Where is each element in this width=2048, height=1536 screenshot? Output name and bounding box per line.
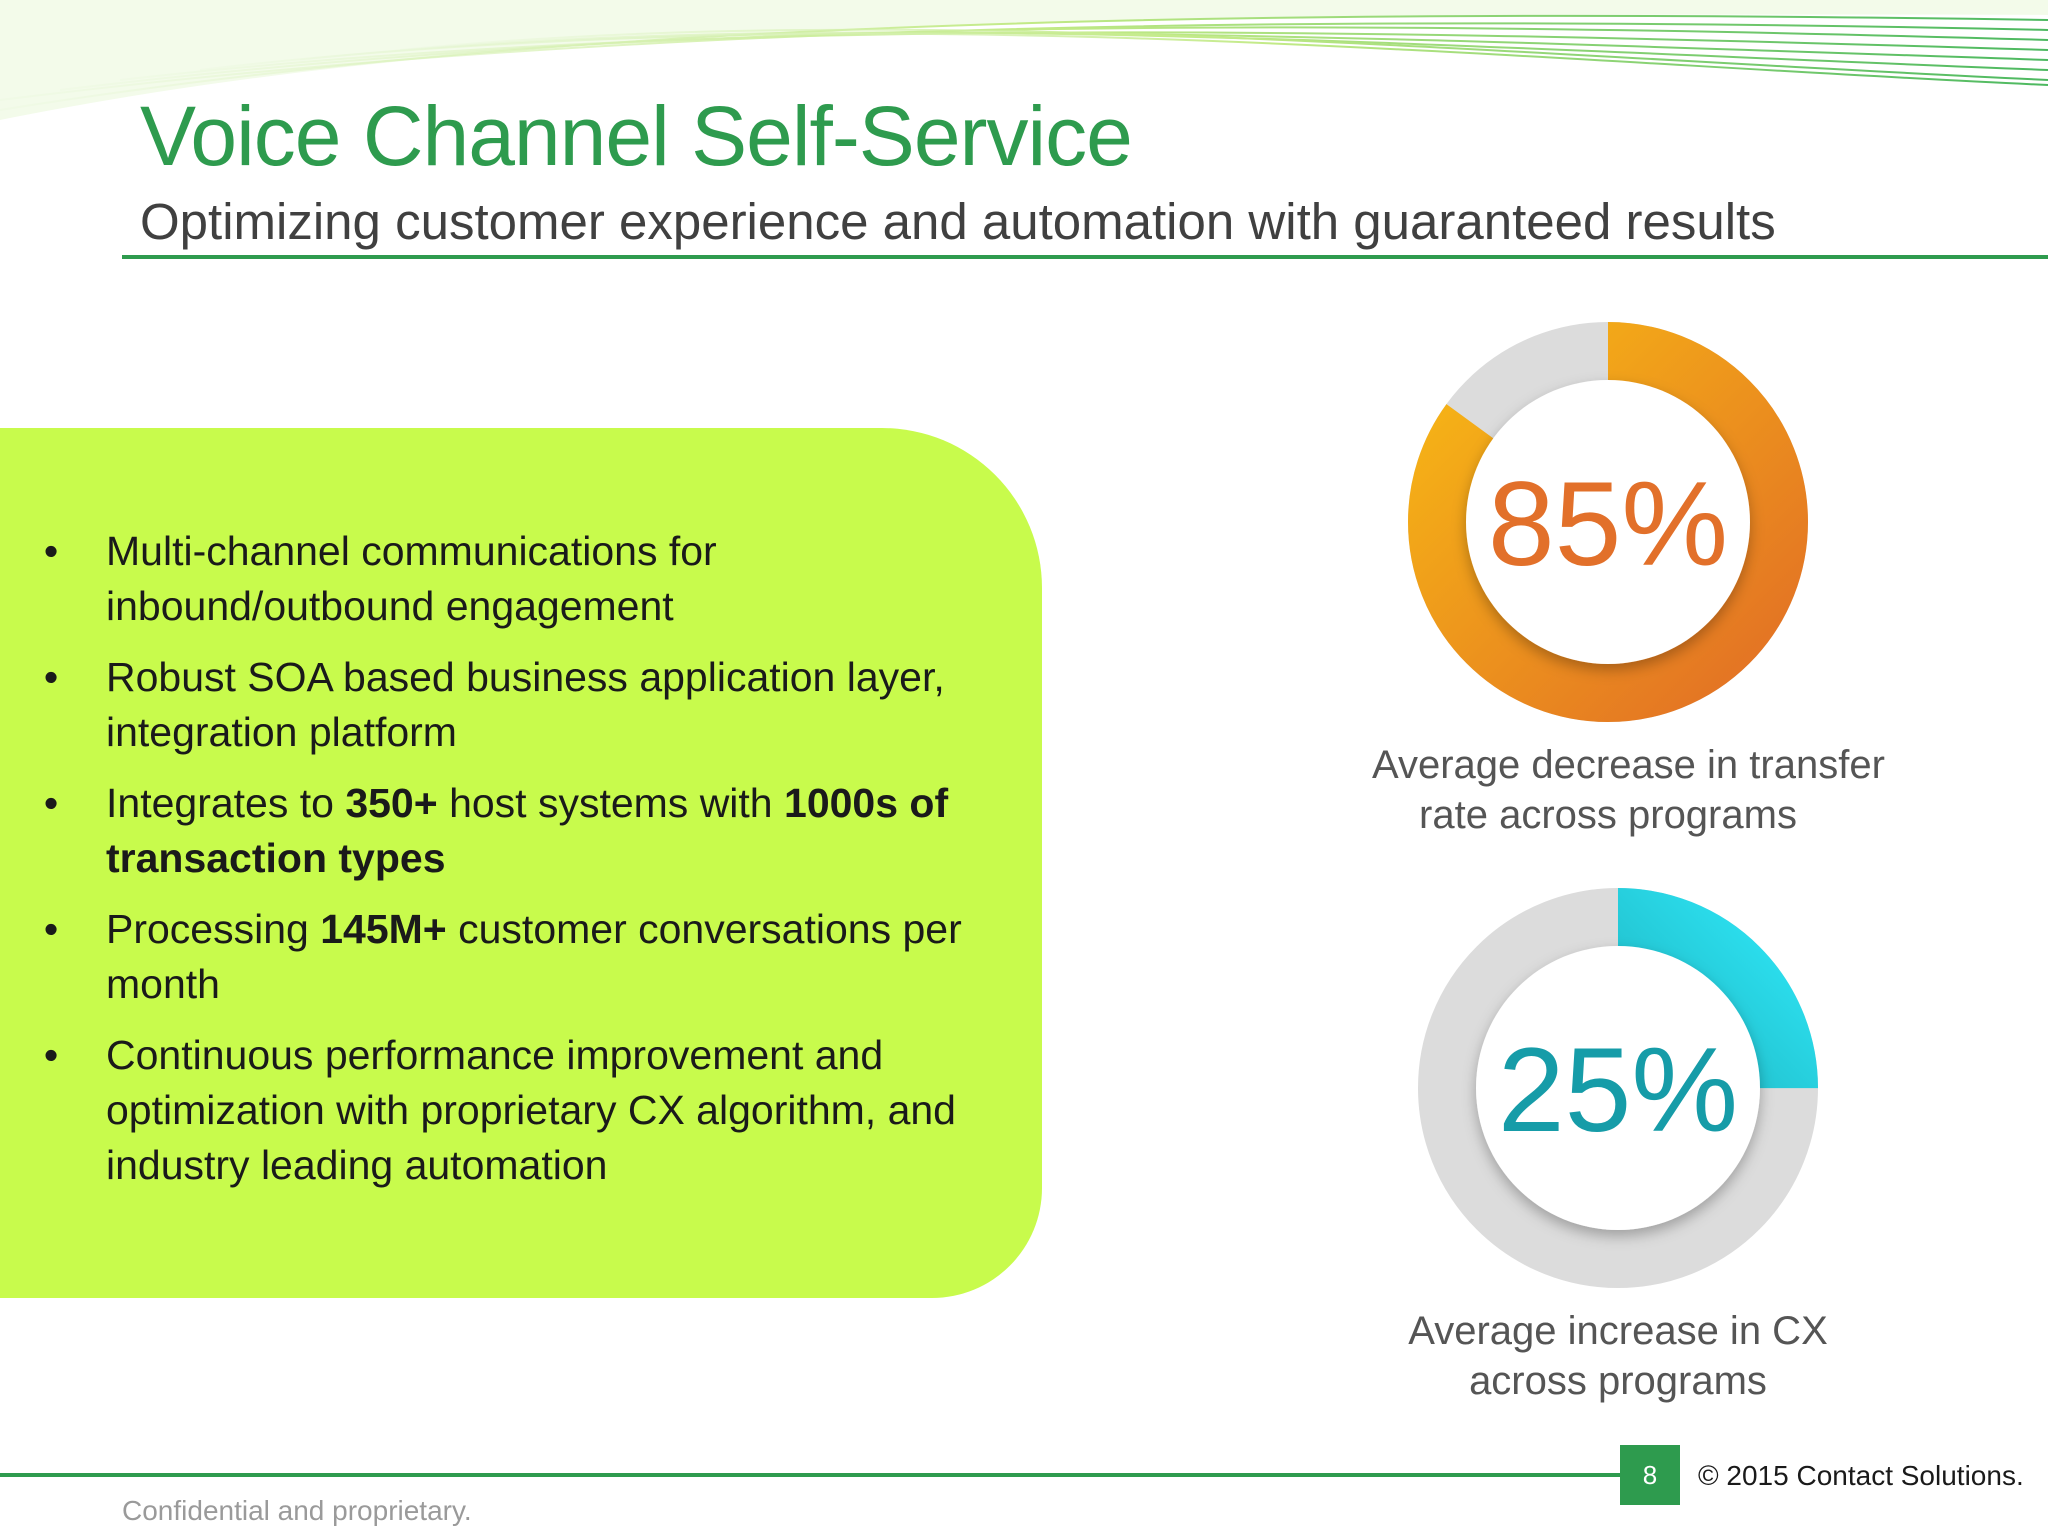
bullet-text: Robust SOA based business application la…: [106, 654, 945, 755]
donut-fill-arc: [1418, 888, 1818, 1288]
bullet-marker: •: [43, 654, 59, 700]
bullet-emphasis: 145M+: [320, 906, 447, 952]
feature-list: • Multi-channel communications for inbou…: [36, 524, 996, 1209]
bullet-text-mid: host systems with: [437, 780, 785, 826]
decorative-waves: [0, 0, 2048, 120]
title-underline: [122, 255, 2048, 259]
bullet-marker: •: [43, 528, 59, 574]
list-item: • Processing 145M+ customer conversation…: [36, 902, 996, 1012]
footer-rule: [0, 1473, 1620, 1477]
feature-panel: • Multi-channel communications for inbou…: [0, 428, 1042, 1298]
bullet-text: Multi-channel communications for inbound…: [106, 528, 717, 629]
list-item: • Continuous performance improvement and…: [36, 1028, 996, 1193]
donut-ring: [1408, 322, 1808, 722]
donut-center: [1476, 946, 1760, 1230]
list-item: • Multi-channel communications for inbou…: [36, 524, 996, 634]
metric-caption: Average decrease in transfer rate across…: [1372, 740, 1885, 840]
bullet-marker: •: [43, 1032, 59, 1078]
caption-line: Average increase in CX: [1408, 1309, 1828, 1353]
donut-center: [1466, 380, 1750, 664]
bullet-emphasis: 350+: [345, 780, 438, 826]
caption-line: rate across programs: [1419, 793, 1797, 837]
bullet-emphasis: 1000s of transaction types: [106, 780, 949, 881]
bullet-text: Continuous performance improvement and o…: [106, 1032, 956, 1188]
metric-donut-cx: 25%: [1414, 884, 1822, 1292]
bullet-marker: •: [43, 780, 59, 826]
donut-fill-arc: [1408, 322, 1808, 722]
caption-line: across programs: [1469, 1359, 1767, 1403]
caption-line: Average decrease in transfer: [1372, 743, 1885, 787]
list-item: • Integrates to 350+ host systems with 1…: [36, 776, 996, 886]
bullet-text-pre: Integrates to: [106, 780, 346, 826]
page-number: 8: [1620, 1445, 1680, 1505]
bullet-text-post: customer conversations per month: [106, 906, 962, 1007]
donut-ring: [1418, 888, 1818, 1288]
confidential-text: Confidential and proprietary.: [122, 1495, 472, 1526]
metric-donut-transfer: 85%: [1404, 318, 1812, 726]
list-item: • Robust SOA based business application …: [36, 650, 996, 760]
metric-caption: Average increase in CX across programs: [1382, 1306, 1854, 1406]
bullet-marker: •: [43, 906, 59, 952]
slide-title: Voice Channel Self-Service: [140, 89, 1133, 183]
metric-value: 85%: [1487, 457, 1729, 591]
bullet-text-pre: Processing: [106, 906, 321, 952]
copyright-text: © 2015 Contact Solutions.: [1698, 1460, 2024, 1491]
slide-subtitle: Optimizing customer experience and autom…: [140, 193, 1776, 250]
metric-value: 25%: [1497, 1023, 1739, 1157]
